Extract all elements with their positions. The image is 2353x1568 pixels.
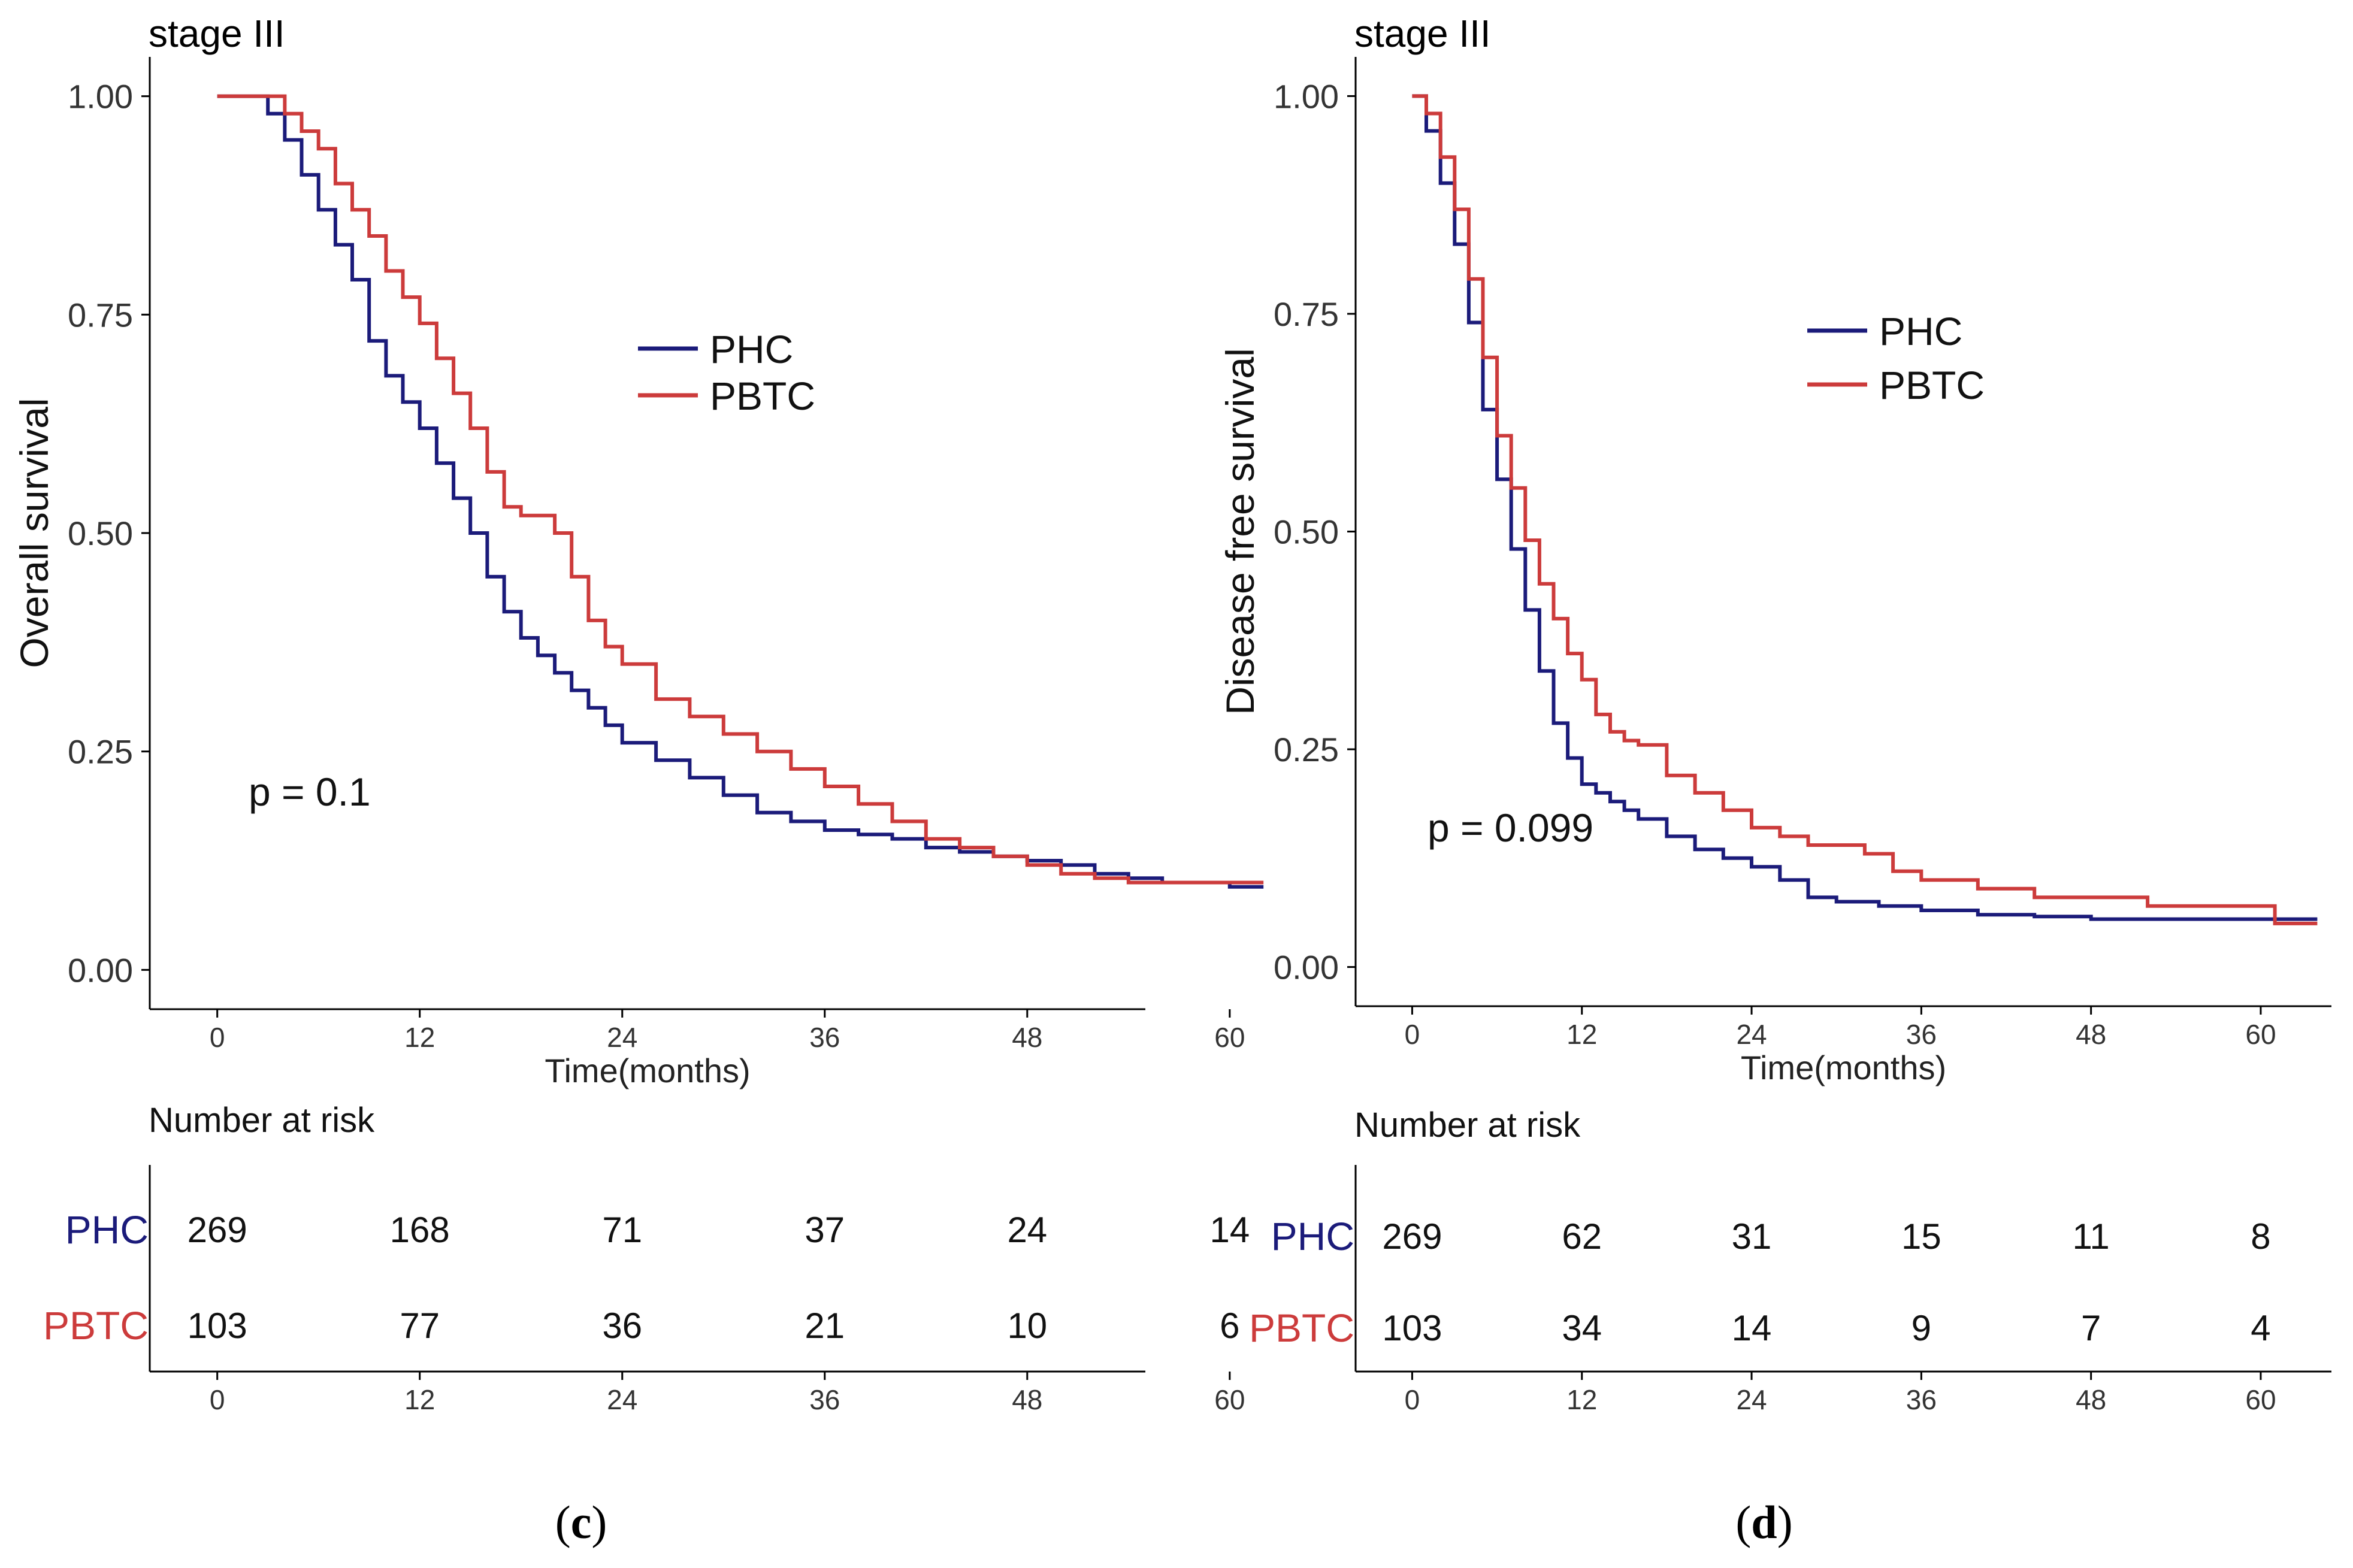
- panel-d-x-axis-label: Time(months): [1741, 1049, 1946, 1086]
- panel-c-risk-x-tick-label: 24: [607, 1384, 637, 1415]
- panel-d-risk-value: 14: [1732, 1308, 1772, 1348]
- panel-c-risk-value: 168: [390, 1210, 450, 1250]
- panel-d-legend-label-phc: PHC: [1879, 309, 1962, 353]
- panel-c-x-tick-label: 12: [404, 1022, 435, 1053]
- panel-c-risk-row-label-phc: PHC: [65, 1207, 149, 1252]
- panel-d-risk-row-label-phc: PHC: [1271, 1214, 1354, 1258]
- panel-d-risk-value: 11: [2073, 1216, 2110, 1257]
- panel-d-x-tick-label: 24: [1736, 1019, 1767, 1050]
- panel-c-risk-x-tick-label: 36: [809, 1384, 840, 1415]
- panel-d-panel-label: (d): [1735, 1496, 1792, 1548]
- panel-d-y-tick-label: 0.25: [1274, 731, 1339, 768]
- panel-c-x-tick-label: 48: [1012, 1022, 1042, 1053]
- panel-d-risk-value: 15: [1901, 1216, 1941, 1257]
- panel-c-y-axis-label: Overall survival: [12, 398, 56, 668]
- panel-d-risk-x-tick-label: 0: [1405, 1384, 1420, 1415]
- panel-d-risk-value: 269: [1382, 1216, 1442, 1257]
- panel-d-risk-x-tick-label: 12: [1566, 1384, 1597, 1415]
- panel-d-risk-x-tick-label: 36: [1906, 1384, 1937, 1415]
- panel-c-risk-value: 21: [805, 1306, 845, 1346]
- panel-d-y-tick-label: 0.00: [1274, 949, 1339, 986]
- panel-c-x-tick-label: 36: [809, 1022, 840, 1053]
- panel-c-series-pbtc-line: [217, 94, 1264, 885]
- panel-c-risk-x-tick-label: 0: [210, 1384, 225, 1415]
- panel-d-title: stage III: [1354, 12, 1491, 55]
- panel-c-risk-value: 103: [187, 1306, 247, 1346]
- panel-d-y-tick-label: 1.00: [1274, 77, 1339, 115]
- panel-d-x-tick-label: 60: [2245, 1019, 2276, 1050]
- panel-c-title: stage III: [149, 12, 285, 55]
- panel-c-risk-x-tick-label: 60: [1214, 1384, 1245, 1415]
- panel-c-risk-table-title: Number at risk: [149, 1101, 375, 1140]
- panel-c-legend-label-pbtc: PBTC: [710, 374, 815, 418]
- panel-d-series-phc-line: [1412, 94, 2318, 921]
- panel-d-risk-value: 8: [2251, 1216, 2270, 1257]
- panel-c-x-tick-label: 60: [1214, 1022, 1245, 1053]
- panel-c-x-tick-label: 0: [210, 1022, 225, 1053]
- panel-c-risk-value: 37: [805, 1210, 845, 1250]
- panel-d-risk-value: 34: [1562, 1308, 1602, 1348]
- panel-c-risk-x-tick-label: 48: [1012, 1384, 1042, 1415]
- panel-d-risk-value: 103: [1382, 1308, 1442, 1348]
- panel-d-risk-value: 4: [2251, 1308, 2270, 1348]
- panel-d-x-tick-label: 0: [1405, 1019, 1420, 1050]
- panel-d-risk-x-tick-label: 60: [2245, 1384, 2276, 1415]
- panel-d-risk-value: 7: [2081, 1308, 2101, 1348]
- panel-c-x-axis-label: Time(months): [545, 1052, 750, 1089]
- panel-c-risk-value: 24: [1007, 1210, 1047, 1250]
- panel-c-series-phc-line: [217, 94, 1264, 889]
- panel-d-x-tick-label: 12: [1566, 1019, 1597, 1050]
- panel-c-risk-value: 36: [602, 1306, 642, 1346]
- panel-d-p-value: p = 0.099: [1427, 806, 1593, 850]
- panel-c-y-tick-label: 0.25: [68, 733, 133, 771]
- panel-c-y-tick-label: 0.00: [68, 951, 133, 989]
- panel-d-risk-value: 62: [1562, 1216, 1602, 1257]
- panel-d-series-pbtc-line: [1412, 94, 2318, 925]
- panel-d-risk-table-title: Number at risk: [1354, 1106, 1581, 1145]
- panel-c-p-value: p = 0.1: [249, 770, 371, 814]
- panel-d-legend-label-pbtc: PBTC: [1879, 363, 1985, 407]
- panel-d-x-tick-label: 36: [1906, 1019, 1937, 1050]
- panel-d-y-axis-label: Disease free survival: [1218, 348, 1262, 715]
- panel-d-risk-x-tick-label: 24: [1736, 1384, 1767, 1415]
- panel-c-risk-x-tick-label: 12: [404, 1384, 435, 1415]
- panel-d-risk-value: 9: [1912, 1308, 1931, 1348]
- panel-c-risk-value: 10: [1007, 1306, 1047, 1346]
- panel-c-x-tick-label: 24: [607, 1022, 637, 1053]
- panel-d-risk-value: 31: [1732, 1216, 1772, 1257]
- panel-d-risk-row-label-pbtc: PBTC: [1249, 1306, 1354, 1350]
- panel-c-y-tick-label: 0.75: [68, 296, 133, 334]
- panel-c-risk-value: 77: [400, 1306, 440, 1346]
- panel-c-risk-value: 14: [1209, 1210, 1250, 1250]
- panel-c-legend-label-phc: PHC: [710, 327, 793, 371]
- panel-d-risk-x-tick-label: 48: [2076, 1384, 2106, 1415]
- panel-c-risk-value: 6: [1220, 1306, 1239, 1346]
- panel-c-risk-value: 269: [187, 1210, 247, 1250]
- panel-c-panel-label: (c): [555, 1496, 607, 1548]
- panel-d-x-tick-label: 48: [2076, 1019, 2106, 1050]
- panel-c-y-tick-label: 1.00: [68, 78, 133, 116]
- panel-c-risk-value: 71: [602, 1210, 642, 1250]
- panel-d-y-tick-label: 0.75: [1274, 295, 1339, 333]
- panel-c-y-tick-label: 0.50: [68, 514, 133, 552]
- panel-c-risk-row-label-pbtc: PBTC: [43, 1303, 149, 1348]
- panel-d-y-tick-label: 0.50: [1274, 513, 1339, 551]
